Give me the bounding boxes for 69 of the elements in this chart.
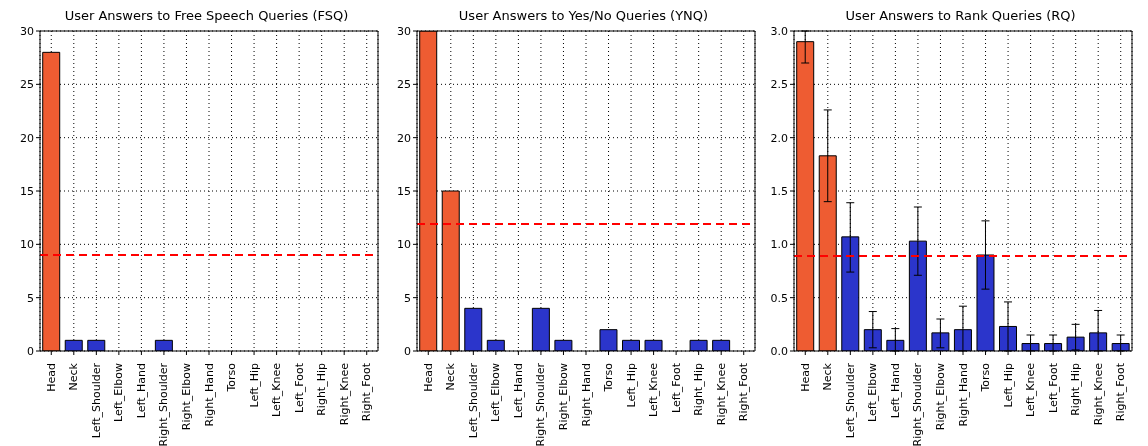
x-tick-label: Right_Hip	[315, 362, 329, 416]
x-tick-label: Right_Hand	[202, 363, 216, 427]
x-tick-label: Neck	[821, 362, 835, 391]
x-tick-label: Left_Elbow	[866, 363, 880, 422]
x-tick-label: Right_Hand	[956, 363, 970, 427]
x-tick-label: Right_Shoulder	[157, 362, 171, 446]
x-tick-label: Head	[798, 363, 812, 392]
x-tick-label: Right_Shoulder	[534, 362, 548, 446]
x-tick-label: Right_Foot	[360, 362, 374, 422]
x-tick-label: Left_Foot	[669, 362, 683, 413]
x-tick-label: Right_Knee	[337, 362, 351, 426]
y-tick-label: 0.5	[770, 291, 788, 305]
x-tick-label: Neck	[444, 362, 458, 391]
x-tick-label: Right_Elbow	[933, 363, 947, 431]
x-tick-label: Left_Hip	[247, 362, 261, 408]
y-tick-label: 2.5	[770, 78, 788, 92]
y-tick-label: 0	[27, 344, 34, 358]
x-tick-label: Left_Knee	[270, 362, 284, 417]
x-tick-label: Left_Foot	[1046, 362, 1060, 413]
y-tick-label: 20	[20, 131, 34, 145]
x-tick-label: Left_Foot	[292, 362, 306, 413]
x-tick-label: Torso	[979, 362, 993, 393]
x-tick-label: Left_Hand	[134, 363, 148, 419]
y-tick-label: 5	[404, 291, 411, 305]
x-tick-label: Left_Shoulder	[843, 362, 857, 439]
y-tick-label: 1.5	[770, 184, 788, 198]
y-tick-label: 1.0	[770, 238, 788, 252]
x-tick-label: Right_Knee	[714, 362, 728, 426]
x-tick-label: Right_Shoulder	[911, 362, 925, 446]
y-tick-label: 3.0	[770, 24, 788, 38]
y-tick-label: 5	[27, 291, 34, 305]
x-tick-label: Left_Knee	[1024, 362, 1038, 417]
y-tick-label: 15	[20, 184, 34, 198]
x-tick-label: Left_Hand	[511, 363, 525, 419]
y-tick-label: 2.0	[770, 131, 788, 145]
chart-title: User Answers to Free Speech Queries (FSQ)	[63, 8, 350, 25]
x-tick-label: Left_Hand	[888, 363, 902, 419]
x-tick-label: Left_Hip	[624, 362, 638, 408]
x-tick-label: Right_Hip	[692, 362, 706, 416]
x-tick-label: Right_Foot	[737, 362, 751, 422]
x-tick-label: Left_Knee	[647, 362, 661, 417]
y-tick-label: 15	[397, 184, 411, 198]
x-tick-label: Torso	[225, 362, 239, 393]
x-tick-label: Right_Knee	[1091, 362, 1105, 426]
x-tick-label: Left_Shoulder	[466, 362, 480, 439]
x-tick-label: Left_Shoulder	[89, 362, 103, 439]
y-tick-label: 0	[404, 344, 411, 358]
y-tick-label: 30	[397, 24, 411, 38]
x-tick-label: Right_Foot	[1114, 362, 1128, 422]
chart-title: User Answers to Yes/No Queries (YNQ)	[457, 8, 710, 25]
y-tick-label: 0.0	[770, 344, 788, 358]
x-tick-label: Left_Hip	[1001, 362, 1015, 408]
x-tick-label: Right_Elbow	[556, 363, 570, 431]
x-tick-label: Head	[44, 363, 58, 392]
x-tick-label: Right_Hand	[579, 363, 593, 427]
x-tick-label: Left_Elbow	[489, 363, 503, 422]
x-tick-label: Right_Hip	[1069, 362, 1083, 416]
x-tick-label: Right_Elbow	[179, 363, 193, 431]
y-tick-label: 20	[397, 131, 411, 145]
x-tick-label: Left_Elbow	[112, 363, 126, 422]
y-tick-label: 10	[20, 238, 34, 252]
y-tick-label: 25	[397, 78, 411, 92]
x-tick-label: Torso	[602, 362, 616, 393]
y-tick-label: 25	[20, 78, 34, 92]
y-tick-label: 30	[20, 24, 34, 38]
x-tick-label: Neck	[67, 362, 81, 391]
y-tick-label: 10	[397, 238, 411, 252]
x-tick-label: Head	[421, 363, 435, 392]
chart-title: User Answers to Rank Queries (RQ)	[844, 8, 1077, 25]
